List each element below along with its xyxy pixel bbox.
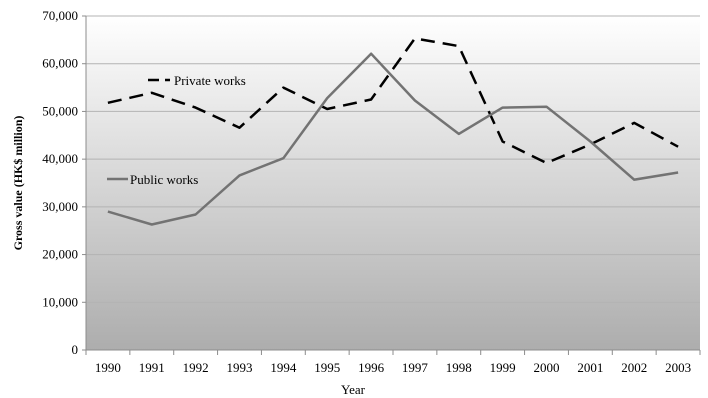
y-tick-label: 70,000 <box>42 8 78 23</box>
x-tick-label: 2003 <box>665 360 691 375</box>
legend-private: Private works <box>148 73 246 88</box>
y-axis-ticks: 0 10,000 20,000 30,000 40,000 50,000 60,000 70,… <box>42 8 86 357</box>
legend-public-label: Public works <box>130 172 198 187</box>
gridlines <box>86 15 700 303</box>
x-tick-label: 1997 <box>402 360 429 375</box>
x-tick-label: 2000 <box>534 360 560 375</box>
x-tick-label: 2001 <box>577 360 603 375</box>
x-tick-label: 1993 <box>227 360 253 375</box>
x-tick-label: 1991 <box>139 360 165 375</box>
legend-public: Public works <box>107 172 198 187</box>
y-tick-label: 50,000 <box>42 103 78 118</box>
x-tick-label: 1994 <box>270 360 297 375</box>
series-lines <box>107 37 679 226</box>
series-line-private-works <box>107 37 679 165</box>
x-tick-label: 1998 <box>446 360 472 375</box>
x-axis-ticks: 1990 1991 1992 1993 1994 1995 1996 1997 1998 1999… <box>85 350 701 375</box>
x-tick-label: 1992 <box>183 360 209 375</box>
x-tick-label: 1995 <box>314 360 340 375</box>
y-tick-label: 20,000 <box>42 247 78 262</box>
y-tick-label: 40,000 <box>42 151 78 166</box>
x-tick-label: 1999 <box>490 360 516 375</box>
x-tick-label: 2002 <box>621 360 647 375</box>
y-axis-title: Gross value (HK$ million) <box>11 116 25 251</box>
series-line-public-works <box>107 52 679 226</box>
x-tick-label: 1996 <box>358 360 385 375</box>
x-tick-label: 1990 <box>95 360 121 375</box>
y-tick-label: 10,000 <box>42 294 78 309</box>
plot-area <box>86 16 700 350</box>
y-tick-label: 30,000 <box>42 199 78 214</box>
x-axis-title: Year <box>341 382 366 397</box>
legend-private-label: Private works <box>174 73 246 88</box>
y-tick-label: 60,000 <box>42 56 78 71</box>
y-tick-label: 0 <box>72 342 79 357</box>
